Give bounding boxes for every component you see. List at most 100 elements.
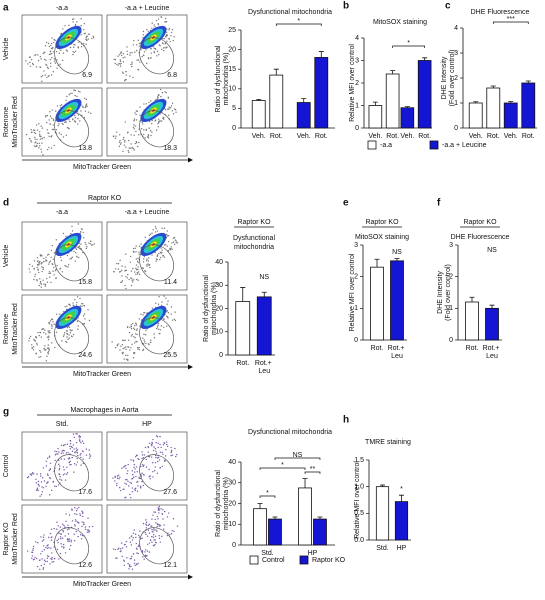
- event-dot: [29, 56, 31, 58]
- event-dot: [54, 346, 56, 349]
- chart-title: TMRE staining: [365, 439, 411, 446]
- event-dot: [28, 340, 30, 342]
- event-dot: [165, 448, 167, 451]
- event-dot: [72, 46, 75, 48]
- event-dot: [70, 445, 73, 448]
- event-dot: [125, 540, 128, 543]
- event-dot: [140, 475, 143, 477]
- event-dot: [43, 51, 46, 54]
- error-bar: [490, 85, 496, 88]
- event-dot: [140, 243, 142, 245]
- event-dot: [176, 525, 179, 527]
- event-dot: [43, 563, 46, 565]
- event-dot: [159, 332, 161, 335]
- event-dot: [175, 241, 177, 244]
- event-dot: [42, 154, 44, 156]
- event-dot: [82, 302, 84, 305]
- event-dot: [87, 309, 89, 311]
- gate-value: 6.9: [82, 72, 92, 79]
- event-dot: [66, 333, 69, 335]
- event-dot: [156, 255, 158, 257]
- event-dot: [152, 449, 155, 452]
- event-dot: [32, 549, 34, 551]
- event-dot: [125, 346, 127, 348]
- event-dot: [57, 463, 60, 466]
- event-dot: [45, 460, 47, 462]
- event-dot: [82, 515, 84, 518]
- event-dot: [68, 514, 71, 516]
- event-dot: [168, 235, 170, 237]
- event-dot: [75, 248, 78, 251]
- event-dot: [33, 339, 36, 342]
- event-dot: [114, 62, 116, 65]
- event-dot: [164, 43, 167, 45]
- event-dot: [140, 128, 143, 130]
- event-dot: [79, 534, 82, 536]
- y-tick-label: 40: [228, 459, 236, 466]
- event-dot: [133, 335, 135, 338]
- event-dot: [72, 119, 74, 121]
- y-axis-label: MitoTracker Red: [12, 96, 19, 148]
- event-dot: [142, 522, 145, 525]
- event-dot: [161, 513, 164, 515]
- event-dot: [157, 122, 159, 125]
- event-dot: [42, 328, 45, 330]
- event-dot: [85, 43, 87, 45]
- bar: [268, 518, 282, 546]
- event-dot: [168, 512, 170, 514]
- event-dot: [39, 145, 41, 147]
- event-dot: [59, 63, 61, 66]
- event-dot: [86, 103, 88, 105]
- event-dot: [63, 449, 65, 452]
- event-dot: [163, 295, 165, 297]
- event-dot: [27, 476, 30, 478]
- event-dot: [142, 473, 145, 476]
- event-dot: [133, 562, 136, 564]
- event-dot: [49, 276, 51, 278]
- event-dot: [73, 462, 76, 465]
- event-dot: [134, 337, 136, 339]
- event-dot: [57, 541, 59, 544]
- event-dot: [64, 264, 66, 267]
- event-dot: [38, 147, 40, 149]
- event-dot: [123, 564, 126, 566]
- event-dot: [142, 54, 145, 56]
- event-dot: [172, 517, 175, 520]
- event-dot: [41, 550, 43, 552]
- event-dot: [83, 521, 85, 524]
- event-dot: [159, 466, 161, 469]
- event-dot: [67, 127, 70, 130]
- event-dot: [44, 329, 46, 331]
- event-dot: [126, 326, 129, 329]
- y-tick-label: 4: [355, 35, 359, 42]
- event-dot: [160, 446, 162, 449]
- event-dot: [148, 551, 151, 553]
- event-dot: [121, 280, 124, 282]
- x-tick-label: Rot.: [487, 133, 500, 140]
- event-dot: [156, 50, 159, 53]
- gate: [139, 317, 175, 355]
- event-dot: [147, 524, 150, 527]
- x-axis-label: MitoTracker Green: [73, 581, 131, 588]
- y-axis-label: MitoTracker Red: [12, 303, 19, 355]
- event-dot: [149, 477, 151, 480]
- event-dot: [146, 258, 148, 260]
- error-bar: [525, 80, 531, 83]
- event-dot: [160, 88, 162, 91]
- event-dot: [84, 97, 86, 100]
- event-dot: [170, 105, 173, 107]
- event-dot: [153, 446, 155, 448]
- event-dot: [31, 62, 34, 65]
- event-dot: [126, 50, 128, 53]
- event-dot: [63, 547, 65, 549]
- x-tick-label: Std.: [261, 550, 274, 557]
- event-dot: [58, 132, 61, 134]
- event-dot: [33, 260, 36, 262]
- event-dot: [73, 448, 75, 450]
- event-dot: [68, 119, 70, 121]
- event-dot: [118, 54, 121, 56]
- event-dot: [66, 336, 68, 338]
- event-dot: [155, 542, 157, 544]
- event-dot: [120, 269, 123, 272]
